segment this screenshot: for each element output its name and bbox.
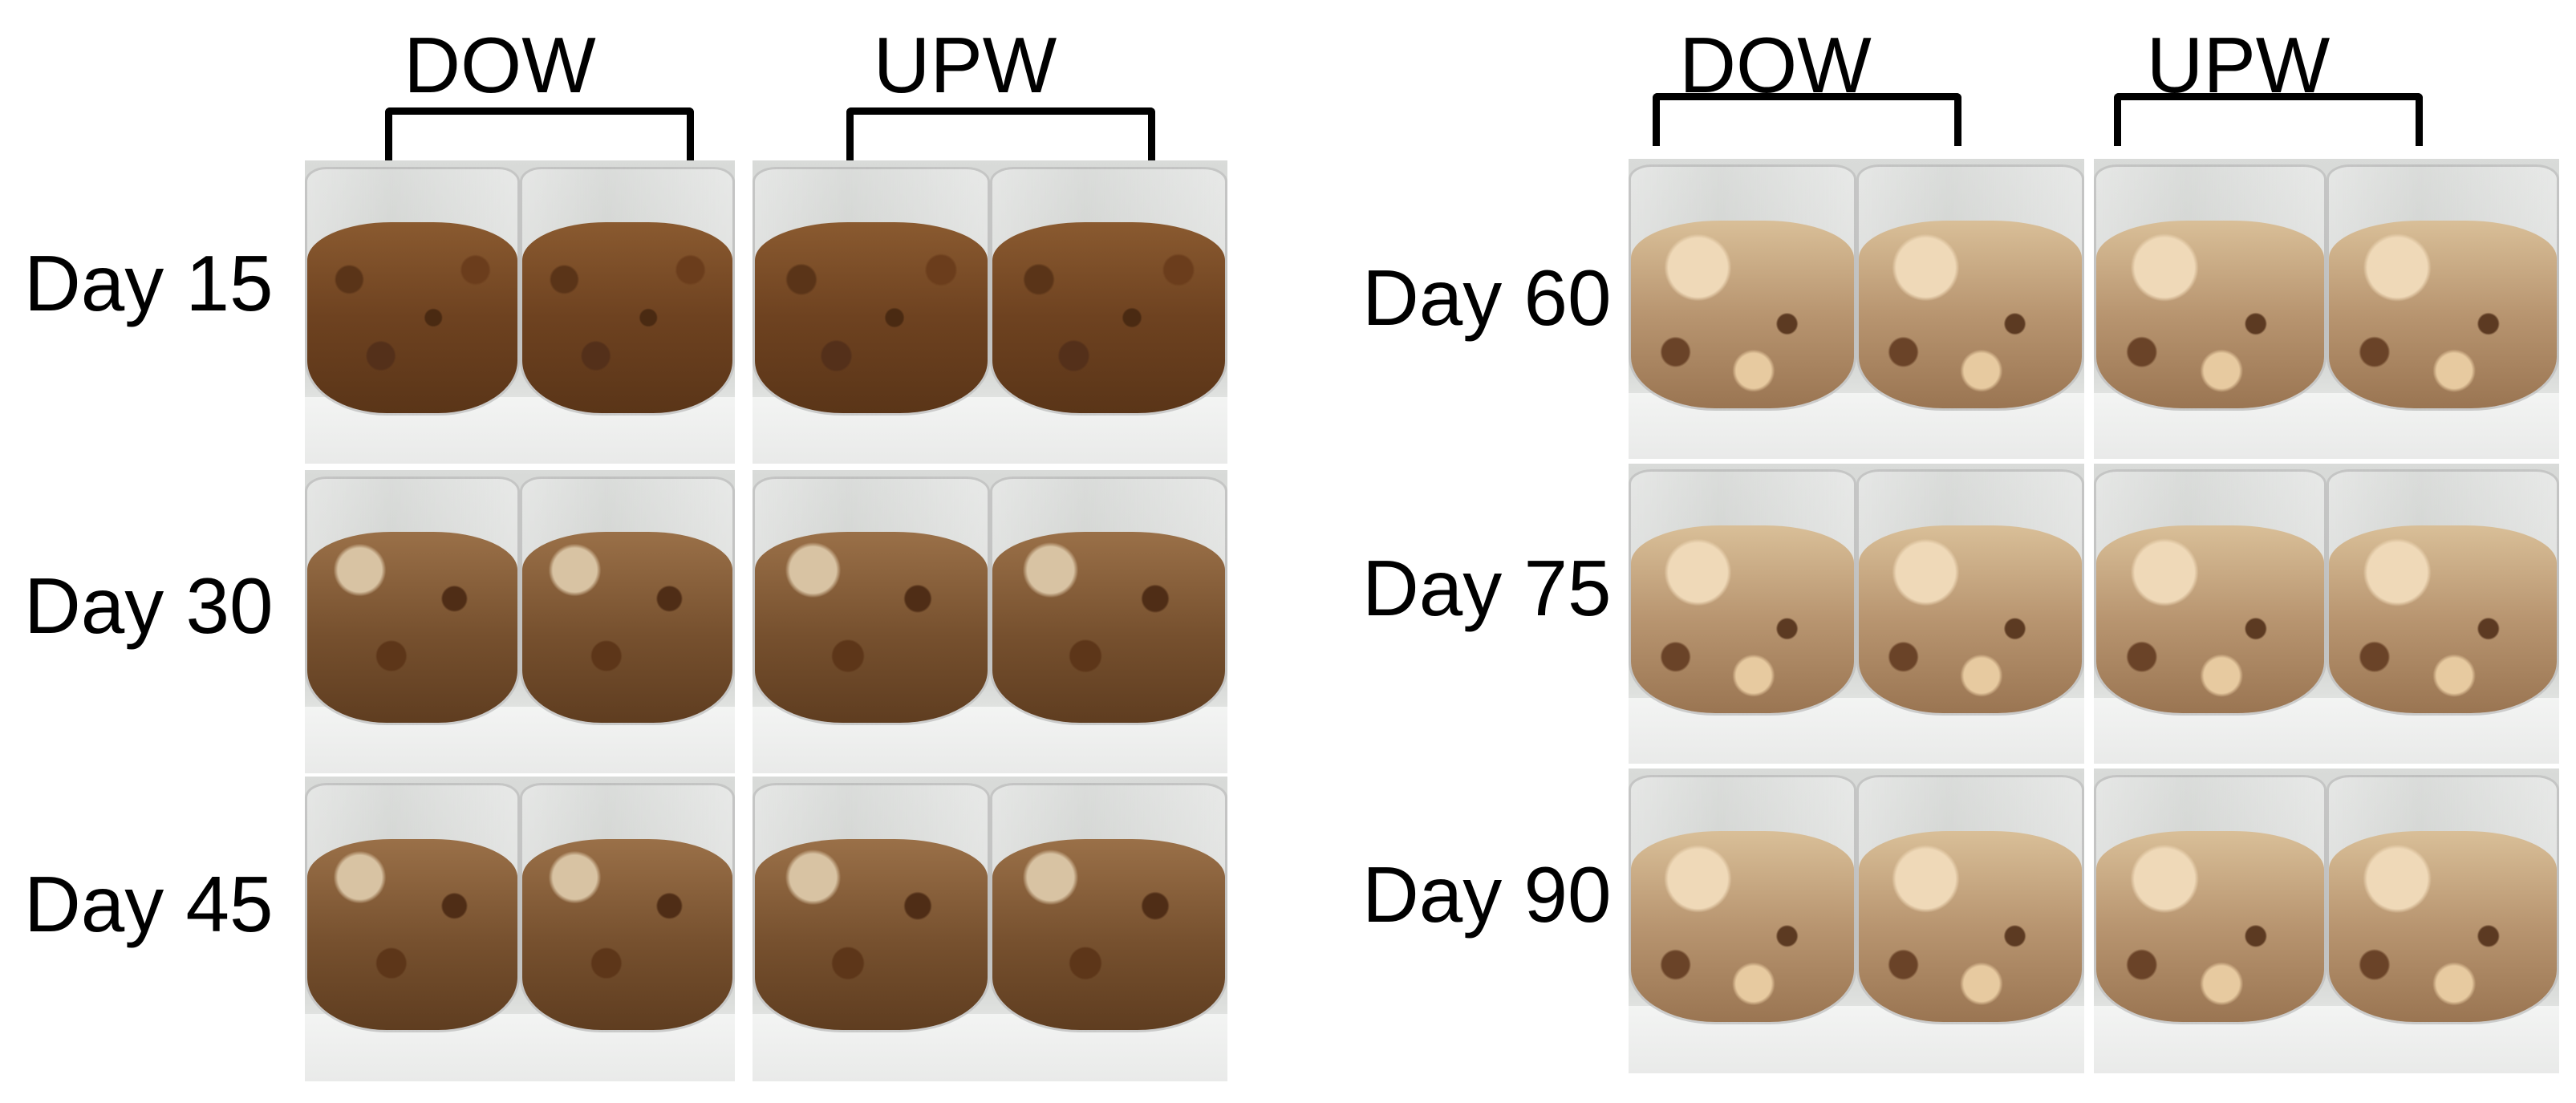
day-label-75: Day 75 [1362,544,1612,632]
photo-dow-day15 [305,160,735,464]
day-label-60: Day 60 [1362,253,1612,342]
bracket-upw-left [846,107,1155,160]
bracket-upw-right [2114,93,2423,146]
day-label-90: Day 90 [1362,850,1612,939]
photo-upw-day75 [2094,464,2559,764]
group-label-upw-left: UPW [873,21,1057,109]
photo-upw-day90 [2094,768,2559,1073]
photo-dow-day45 [305,777,735,1081]
bracket-dow-right [1653,93,1961,146]
day-label-30: Day 30 [24,562,274,650]
photo-upw-day45 [753,777,1227,1081]
day-label-15: Day 15 [24,239,274,327]
bracket-dow-left [385,107,694,160]
day-label-45: Day 45 [24,860,274,948]
photo-dow-day90 [1629,768,2084,1073]
photo-upw-day15 [753,160,1227,464]
group-label-dow-left: DOW [404,21,596,109]
photo-upw-day30 [753,470,1227,773]
group-label-dow-right: DOW [1679,21,1872,109]
photo-dow-day60 [1629,159,2084,459]
right-figure-panel: DOW UPW Day 60 Day 75 Day 90 [1332,0,2576,1103]
photo-upw-day60 [2094,159,2559,459]
group-label-upw-right: UPW [2146,21,2331,109]
photo-dow-day75 [1629,464,2084,764]
photo-dow-day30 [305,470,735,773]
left-figure-panel: DOW UPW Day 15 Day 30 Day 45 [0,0,1251,1103]
